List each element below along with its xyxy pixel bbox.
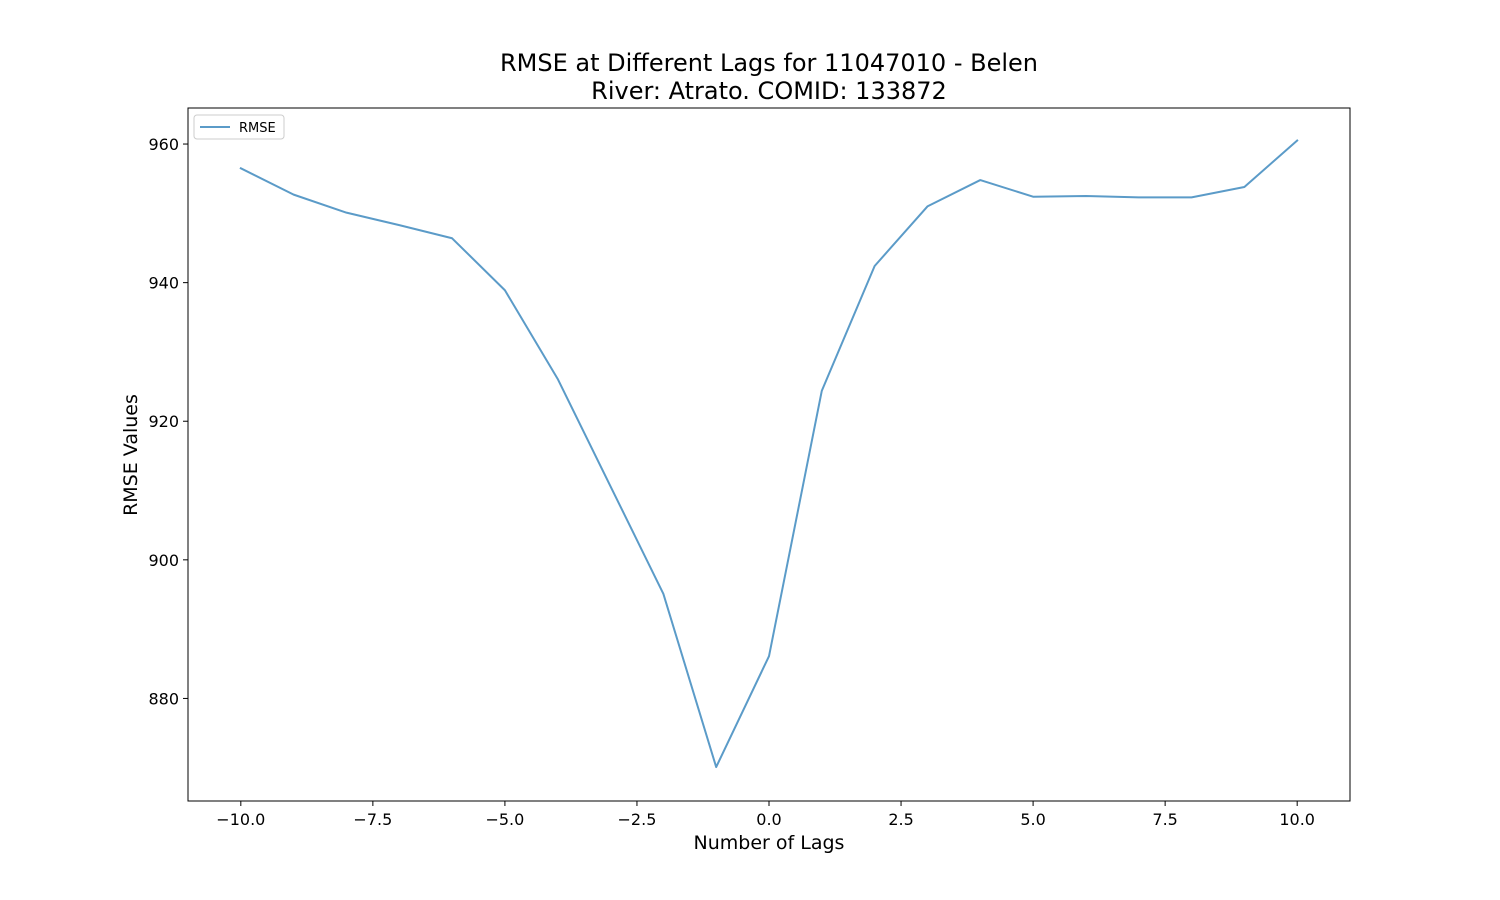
x-tick-label: −5.0	[485, 810, 524, 829]
x-tick-label: −7.5	[353, 810, 392, 829]
y-axis-ticks: 880 900 920 940 960	[148, 135, 188, 708]
x-axis-ticks: −10.0 −7.5 −5.0 −2.5 0.0 2.5 5.0 7.5 10.0	[216, 801, 1315, 829]
x-tick-label: 7.5	[1152, 810, 1177, 829]
x-tick-label: 2.5	[888, 810, 913, 829]
x-tick-label: −10.0	[216, 810, 265, 829]
chart-title-line-1: RMSE at Different Lags for 11047010 - Be…	[500, 49, 1038, 77]
x-tick-label: 0.0	[756, 810, 781, 829]
legend-box	[193, 114, 285, 140]
y-tick-label: 900	[148, 551, 179, 570]
chart-title-line-2: River: Atrato. COMID: 133872	[591, 77, 947, 105]
y-tick-label: 960	[148, 135, 179, 154]
series-line-rmse	[239, 139, 1299, 769]
y-tick-label: 880	[148, 689, 179, 708]
legend: RMSE	[193, 114, 285, 140]
x-axis-label: Number of Lags	[694, 832, 845, 854]
legend-label-rmse: RMSE	[239, 121, 276, 136]
x-tick-label: 10.0	[1279, 810, 1315, 829]
x-tick-label: −2.5	[618, 810, 657, 829]
y-tick-label: 920	[148, 412, 179, 431]
y-axis-label: RMSE Values	[120, 394, 142, 516]
y-tick-label: 940	[148, 274, 179, 293]
x-tick-label: 5.0	[1020, 810, 1045, 829]
plot-area	[239, 139, 1299, 769]
